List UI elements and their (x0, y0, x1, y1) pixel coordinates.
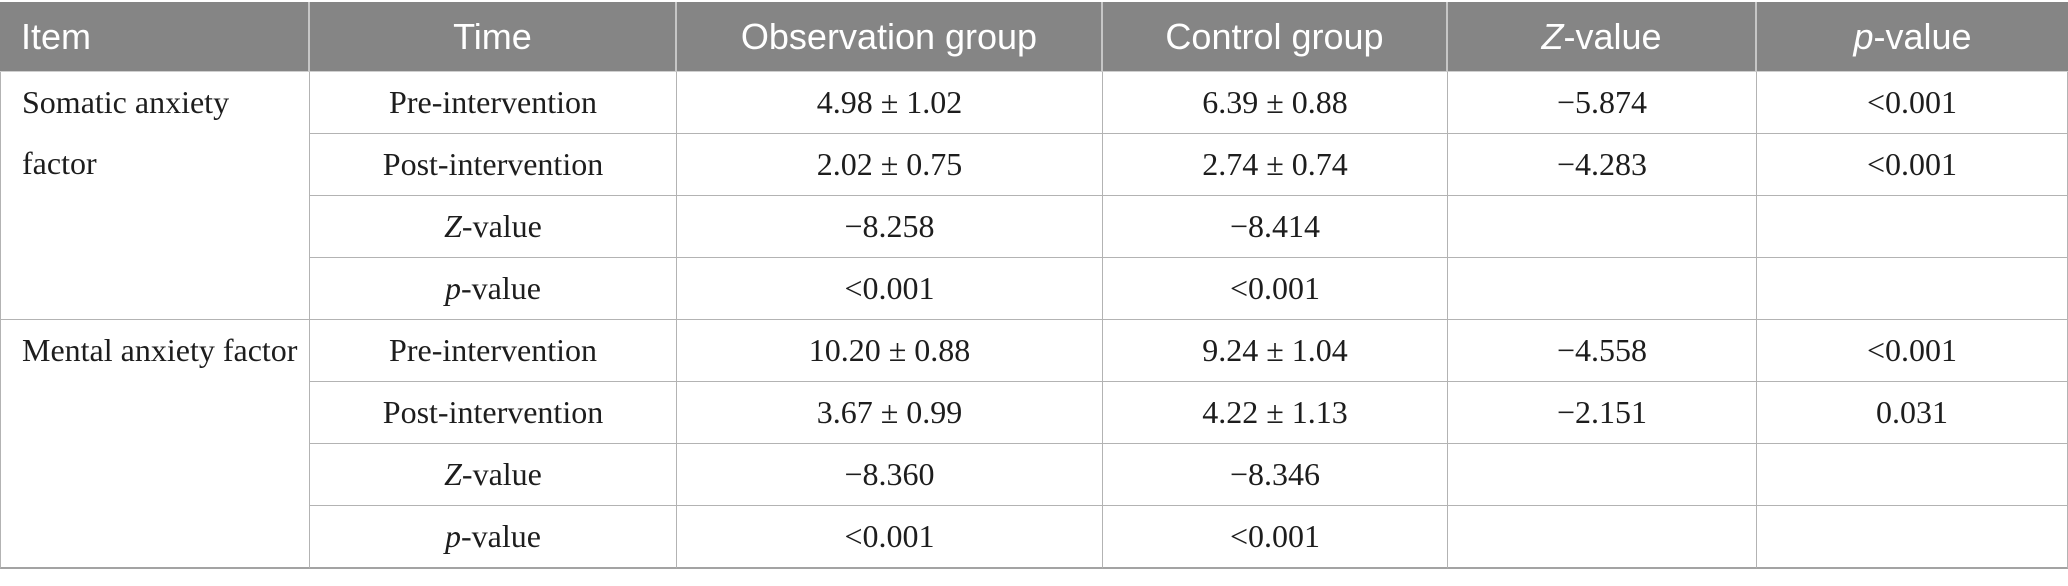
time-cell: Z-value (310, 444, 677, 506)
anxiety-factor-table: Item Time Observation group Control grou… (0, 2, 2068, 569)
control-cell: 2.74 ± 0.74 (1103, 134, 1448, 196)
table-row: p-value <0.001 <0.001 (0, 506, 2068, 569)
table-row: Somatic anxiety factor Pre-intervention … (0, 72, 2068, 320)
table-row: p-value <0.001 <0.001 (0, 258, 2068, 320)
z-cell (1448, 444, 1757, 506)
z-cell (1448, 258, 1757, 320)
p-value-italic-letter: p (1853, 15, 1874, 57)
observation-cell: 10.20 ± 0.88 (677, 320, 1103, 382)
column-header-time: Time (310, 2, 677, 72)
p-cell (1757, 196, 2068, 258)
z-cell (1448, 506, 1757, 569)
time-label: Post-intervention (382, 146, 604, 182)
table-row: Post-intervention 3.67 ± 0.99 4.22 ± 1.1… (0, 382, 2068, 444)
time-italic: p (445, 270, 462, 306)
p-value-suffix: -value (1873, 15, 1972, 57)
time-cell: Z-value (310, 196, 677, 258)
p-cell: <0.001 (1757, 134, 2068, 196)
z-cell: −4.558 (1448, 320, 1757, 382)
column-header-control-group: Control group (1103, 2, 1448, 72)
control-cell: 6.39 ± 0.88 (1103, 72, 1448, 134)
time-cell: p-value (310, 258, 677, 320)
header-row: Item Time Observation group Control grou… (0, 2, 2068, 72)
control-cell: <0.001 (1103, 506, 1448, 569)
time-label: Pre-intervention (389, 332, 597, 368)
observation-cell: −8.258 (677, 196, 1103, 258)
time-label: -value (461, 456, 542, 492)
observation-cell: <0.001 (677, 506, 1103, 569)
control-cell: <0.001 (1103, 258, 1448, 320)
p-cell: 0.031 (1757, 382, 2068, 444)
time-label: -value (461, 270, 541, 306)
time-cell: Pre-intervention (310, 320, 677, 382)
time-label: Post-intervention (382, 394, 604, 430)
time-italic: p (445, 518, 462, 554)
table-row: Z-value −8.360 −8.346 (0, 444, 2068, 506)
time-label: -value (461, 518, 541, 554)
z-value-suffix: -value (1563, 15, 1662, 57)
control-cell: 9.24 ± 1.04 (1103, 320, 1448, 382)
column-header-p-value: p-value (1757, 2, 2068, 72)
p-cell (1757, 444, 2068, 506)
observation-cell: −8.360 (677, 444, 1103, 506)
time-label: -value (461, 208, 542, 244)
observation-cell: 2.02 ± 0.75 (677, 134, 1103, 196)
column-header-item: Item (0, 2, 310, 72)
table-row: Z-value −8.258 −8.414 (0, 196, 2068, 258)
p-cell (1757, 506, 2068, 569)
time-cell: Pre-intervention (310, 72, 677, 134)
observation-cell: 4.98 ± 1.02 (677, 72, 1103, 134)
z-cell: −2.151 (1448, 382, 1757, 444)
table-row: Post-intervention 2.02 ± 0.75 2.74 ± 0.7… (0, 134, 2068, 196)
p-cell: <0.001 (1757, 320, 2068, 382)
time-cell: Post-intervention (310, 382, 677, 444)
control-cell: −8.414 (1103, 196, 1448, 258)
column-header-observation-group: Observation group (677, 2, 1103, 72)
table-row: Mental anxiety factor Pre-intervention 1… (0, 320, 2068, 569)
item-cell-mental: Mental anxiety factor (0, 320, 310, 569)
time-italic: Z (444, 456, 462, 492)
column-header-z-value: Z-value (1448, 2, 1757, 72)
z-value-italic-letter: Z (1541, 15, 1564, 57)
table-body: Somatic anxiety factor Pre-intervention … (0, 72, 2068, 569)
item-cell-somatic: Somatic anxiety factor (0, 72, 310, 320)
z-cell: −4.283 (1448, 134, 1757, 196)
observation-cell: 3.67 ± 0.99 (677, 382, 1103, 444)
p-cell: <0.001 (1757, 72, 2068, 134)
z-cell: −5.874 (1448, 72, 1757, 134)
control-cell: 4.22 ± 1.13 (1103, 382, 1448, 444)
p-cell (1757, 258, 2068, 320)
time-cell: p-value (310, 506, 677, 569)
control-cell: −8.346 (1103, 444, 1448, 506)
time-cell: Post-intervention (310, 134, 677, 196)
table-header: Item Time Observation group Control grou… (0, 2, 2068, 72)
observation-cell: <0.001 (677, 258, 1103, 320)
time-label: Pre-intervention (389, 84, 597, 120)
time-italic: Z (444, 208, 462, 244)
z-cell (1448, 196, 1757, 258)
